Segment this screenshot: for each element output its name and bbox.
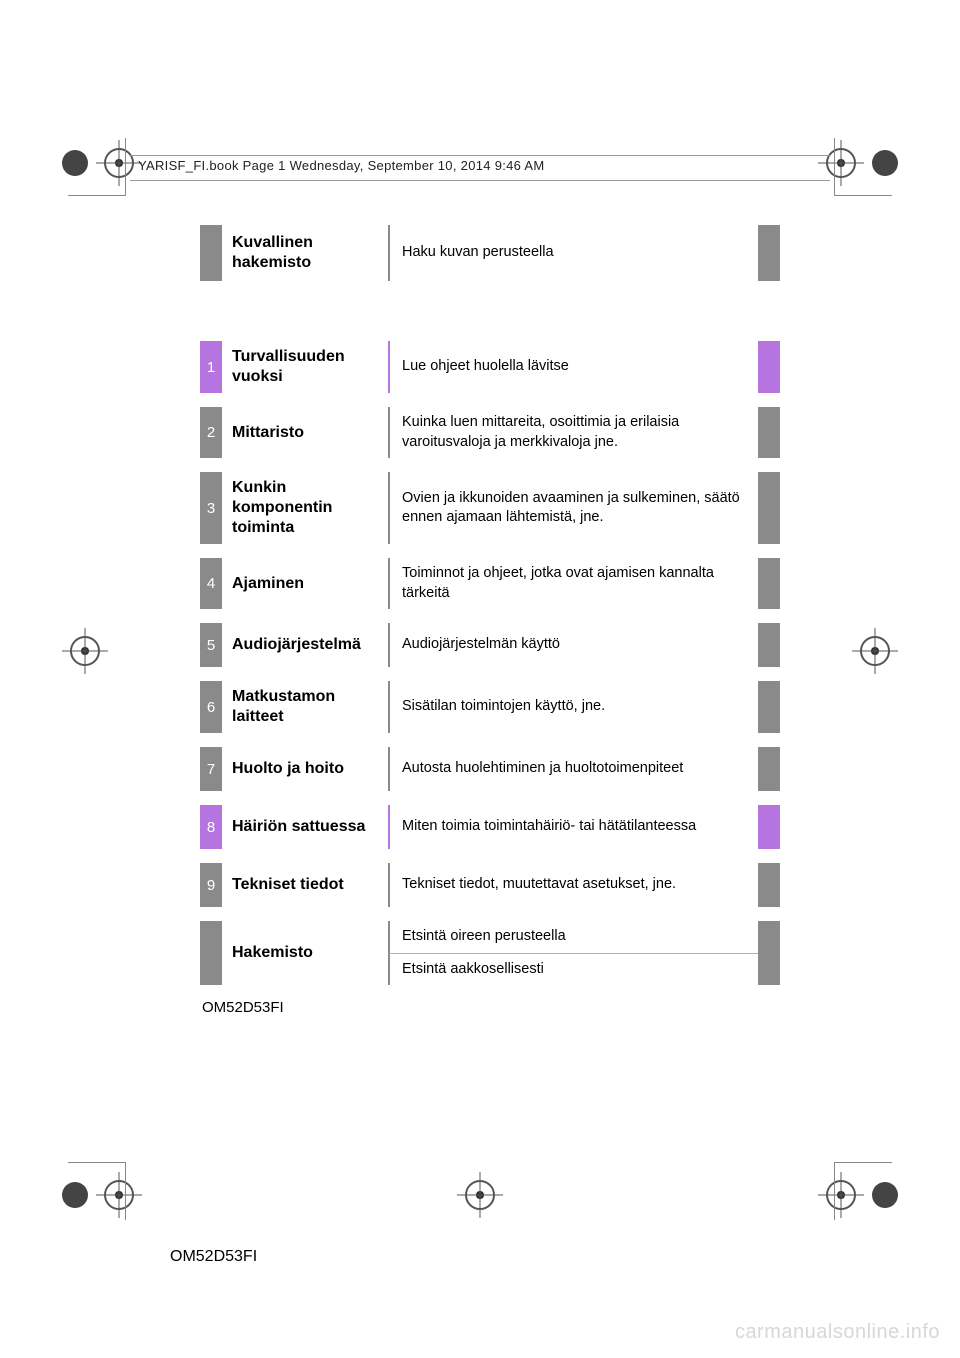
section-title: Audiojärjestelmä	[222, 623, 388, 667]
section-title: Mittaristo	[222, 407, 388, 458]
end-tab	[758, 805, 780, 849]
crop-line	[68, 1162, 126, 1163]
toc-row-index: Hakemisto Etsintä oireen perusteella Ets…	[200, 921, 780, 985]
crop-dot	[62, 150, 88, 176]
section-tab	[200, 225, 222, 281]
section-title: Huolto ja hoito	[222, 747, 388, 791]
toc-row: 5AudiojärjestelmäAudiojärjestelmän käytt…	[200, 623, 780, 667]
registration-mark	[62, 628, 108, 674]
watermark-text: carmanualsonline.info	[735, 1321, 940, 1344]
toc-content: Kuvallinen hakemisto Haku kuvan perustee…	[200, 225, 780, 1016]
crop-line	[834, 1162, 892, 1163]
section-desc: Autosta huolehtiminen ja huoltotoimenpit…	[388, 747, 758, 791]
end-tab	[758, 341, 780, 393]
toc-row: 8Häiriön sattuessaMiten toimia toimintah…	[200, 805, 780, 849]
section-desc: Ovien ja ikkunoiden avaaminen ja sulkemi…	[388, 472, 758, 544]
footer-document-code: OM52D53FI	[170, 1248, 257, 1266]
section-desc: Lue ohjeet huolella lävitse	[388, 341, 758, 393]
section-number-tab: 9	[200, 863, 222, 907]
header-rule	[130, 180, 830, 181]
end-tab	[758, 407, 780, 458]
crop-dot	[872, 150, 898, 176]
section-desc: Toiminnot ja ohjeet, jotka ovat ajamisen…	[388, 558, 758, 609]
end-tab	[758, 747, 780, 791]
crop-dot	[62, 1182, 88, 1208]
registration-mark	[818, 1172, 864, 1218]
registration-mark	[852, 628, 898, 674]
section-number-tab: 2	[200, 407, 222, 458]
section-desc: Haku kuvan perusteella	[388, 225, 758, 281]
toc-row: 7Huolto ja hoitoAutosta huolehtiminen ja…	[200, 747, 780, 791]
section-number-tab: 7	[200, 747, 222, 791]
section-number-tab: 4	[200, 558, 222, 609]
section-tab	[200, 921, 222, 985]
end-tab	[758, 921, 780, 954]
end-tab	[758, 954, 780, 986]
section-title: Matkustamon laitteet	[222, 681, 388, 733]
section-desc: Kuinka luen mittareita, osoittimia ja er…	[388, 407, 758, 458]
section-title: Hakemisto	[222, 921, 388, 985]
toc-row-pictorial: Kuvallinen hakemisto Haku kuvan perustee…	[200, 225, 780, 281]
section-number-tab: 5	[200, 623, 222, 667]
section-number-tab: 6	[200, 681, 222, 733]
toc-row: 2MittaristoKuinka luen mittareita, osoit…	[200, 407, 780, 458]
end-tab	[758, 558, 780, 609]
page: { "colors": { "gray": "#8a8a8a", "gray_l…	[0, 0, 960, 1358]
toc-row: 1Turvallisuuden vuoksiLue ohjeet huolell…	[200, 341, 780, 393]
toc-row: 6Matkustamon laitteetSisätilan toimintoj…	[200, 681, 780, 733]
crop-line	[125, 138, 126, 196]
section-title: Kunkin komponentin toiminta	[222, 472, 388, 544]
section-desc: Sisätilan toimintojen käyttö, jne.	[388, 681, 758, 733]
crop-line	[68, 195, 126, 196]
section-title: Kuvallinen hakemisto	[222, 225, 388, 281]
section-title: Turvallisuuden vuoksi	[222, 341, 388, 393]
crop-line	[834, 195, 892, 196]
toc-row: 4AjaminenToiminnot ja ohjeet, jotka ovat…	[200, 558, 780, 609]
section-title: Tekniset tiedot	[222, 863, 388, 907]
section-desc: Etsintä aakkosellisesti	[388, 954, 758, 986]
end-tab	[758, 623, 780, 667]
crop-line	[834, 138, 835, 196]
crop-line	[834, 1162, 835, 1220]
section-number-tab: 1	[200, 341, 222, 393]
registration-mark	[457, 1172, 503, 1218]
document-code: OM52D53FI	[202, 999, 780, 1016]
header-meta-text: YARISF_FI.book Page 1 Wednesday, Septemb…	[138, 158, 545, 173]
end-tab	[758, 681, 780, 733]
section-title: Ajaminen	[222, 558, 388, 609]
end-tab	[758, 863, 780, 907]
end-tab	[758, 472, 780, 544]
section-desc: Miten toimia toimintahäiriö- tai hätätil…	[388, 805, 758, 849]
section-desc: Audiojärjestelmän käyttö	[388, 623, 758, 667]
section-desc: Tekniset tiedot, muutettavat asetukset, …	[388, 863, 758, 907]
registration-mark	[96, 1172, 142, 1218]
section-title: Häiriön sattuessa	[222, 805, 388, 849]
crop-dot	[872, 1182, 898, 1208]
section-desc: Etsintä oireen perusteella	[388, 921, 758, 954]
header-rule	[130, 155, 830, 156]
section-number-tab: 8	[200, 805, 222, 849]
end-tab	[758, 225, 780, 281]
toc-row: 3Kunkin komponentin toimintaOvien ja ikk…	[200, 472, 780, 544]
crop-line	[125, 1162, 126, 1220]
section-number-tab: 3	[200, 472, 222, 544]
toc-row: 9Tekniset tiedotTekniset tiedot, muutett…	[200, 863, 780, 907]
